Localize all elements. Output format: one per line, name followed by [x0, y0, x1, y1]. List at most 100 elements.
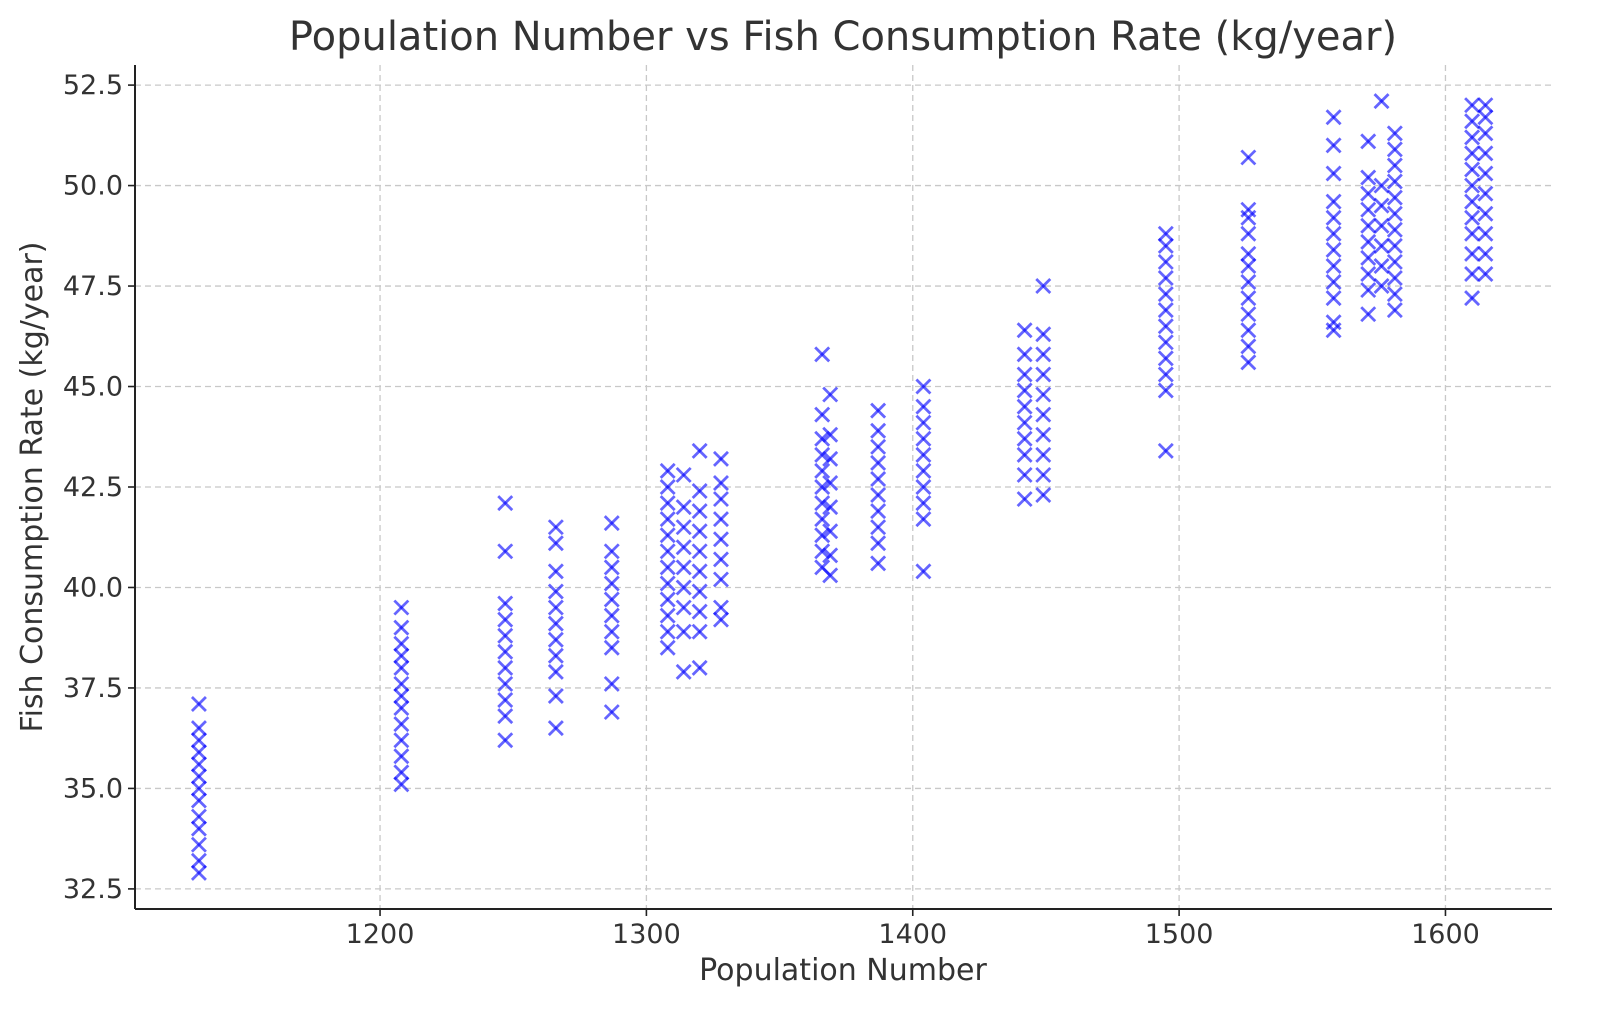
data-point: [393, 748, 410, 765]
data-point: [1386, 141, 1403, 158]
data-point: [691, 659, 708, 676]
data-point: [393, 599, 410, 616]
data-point: [1360, 185, 1377, 202]
data-point: [393, 635, 410, 652]
data-point: [1360, 306, 1377, 323]
data-point: [497, 659, 514, 676]
data-point: [190, 744, 207, 761]
data-point: [675, 623, 692, 640]
data-point: [712, 511, 729, 528]
data-point: [190, 852, 207, 869]
data-point: [1477, 266, 1494, 282]
data-point: [1360, 201, 1377, 218]
data-point: [603, 559, 620, 576]
y-tick-label: 52.5: [63, 70, 123, 101]
data-point: [1035, 466, 1052, 483]
data-point: [547, 535, 564, 552]
data-point: [822, 547, 839, 564]
data-point: [659, 559, 676, 576]
data-point: [547, 615, 564, 632]
data-point: [393, 700, 410, 717]
x-tick-label: 1300: [612, 919, 681, 950]
data-point: [915, 446, 932, 463]
data-point: [1477, 125, 1494, 142]
data-point: [1373, 237, 1390, 254]
data-point: [814, 479, 831, 495]
data-point: [1016, 346, 1033, 363]
data-point: [1325, 225, 1342, 242]
data-point: [1464, 225, 1481, 242]
data-point: [691, 442, 708, 459]
data-point: [659, 479, 676, 495]
x-tick-label: 1500: [1145, 919, 1214, 950]
data-point: [659, 511, 676, 528]
data-point: [603, 704, 620, 721]
data-point: [190, 720, 207, 737]
data-point: [1035, 406, 1052, 423]
data-point: [915, 398, 932, 415]
data-point: [603, 591, 620, 608]
data-point: [393, 764, 410, 781]
data-point: [497, 627, 514, 644]
data-point: [1386, 173, 1403, 190]
data-point: [1360, 282, 1377, 299]
x-axis-label: Population Number: [699, 953, 987, 988]
data-point: [1240, 245, 1257, 262]
data-point: [870, 535, 887, 552]
data-point: [1373, 197, 1390, 214]
data-point: [659, 639, 676, 656]
data-point: [675, 539, 692, 556]
data-point: [915, 414, 932, 431]
data-point: [675, 499, 692, 516]
data-point: [497, 595, 514, 612]
data-point: [1035, 446, 1052, 463]
data-point: [915, 378, 932, 395]
data-point: [915, 479, 932, 495]
data-point: [497, 543, 514, 560]
data-point: [1477, 245, 1494, 262]
data-point: [1464, 193, 1481, 210]
data-point: [814, 462, 831, 479]
data-point: [822, 499, 839, 516]
data-point: [1016, 382, 1033, 399]
data-point: [547, 631, 564, 648]
data-point: [1325, 165, 1342, 182]
data-point: [1464, 129, 1481, 146]
data-point: [393, 776, 410, 793]
data-point: [1477, 165, 1494, 182]
data-point: [1325, 109, 1342, 126]
data-point: [870, 454, 887, 471]
data-point: [712, 599, 729, 616]
data-point: [603, 515, 620, 532]
data-point: [1157, 253, 1174, 270]
data-point: [1373, 93, 1390, 110]
data-point: [822, 386, 839, 403]
data-point: [1325, 274, 1342, 291]
data-point: [190, 780, 207, 797]
data-point: [915, 462, 932, 479]
data-point: [1386, 221, 1403, 238]
data-point: [1240, 322, 1257, 339]
data-point: [870, 519, 887, 536]
data-point: [1386, 270, 1403, 286]
data-point: [1157, 286, 1174, 303]
data-point: [1157, 350, 1174, 367]
y-tick-label: 50.0: [63, 171, 123, 202]
data-point: [822, 450, 839, 467]
data-point: [1240, 306, 1257, 323]
data-point: [1386, 157, 1403, 174]
data-point: [1477, 185, 1494, 202]
x-tick-label: 1600: [1411, 919, 1480, 950]
data-point: [603, 675, 620, 692]
data-point: [712, 611, 729, 628]
data-point: [1035, 278, 1052, 295]
data-point: [1373, 278, 1390, 295]
y-tick-label: 37.5: [63, 673, 123, 704]
data-point: [712, 571, 729, 588]
data-point: [712, 474, 729, 491]
data-point: [1157, 318, 1174, 335]
data-point: [1157, 382, 1174, 399]
data-point: [1240, 354, 1257, 371]
data-point: [1464, 209, 1481, 226]
data-point: [190, 820, 207, 837]
